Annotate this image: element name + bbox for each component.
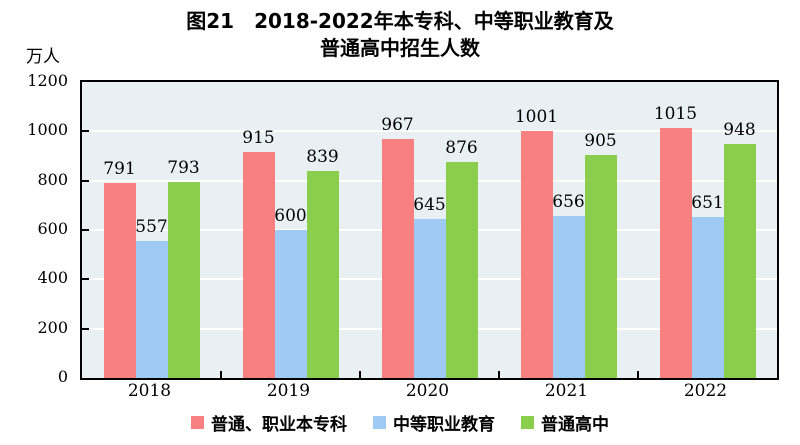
plot-area: 791 557 793 915 600 839 967 645 876 1001 656 905 101… [80,80,779,380]
bar-value-中等职业教育-2018: 557 [135,216,168,237]
gridline-800 [82,179,777,182]
legend-item-普通高中: 普通高中 [521,410,609,435]
bar-value-普通高中-2022: 948 [723,120,756,141]
y-tick-400 [82,278,89,281]
chart-title-line1: 图21 2018-2022年本专科、中等职业教育及 [186,9,614,33]
bar-中等职业教育-2022 [691,217,724,378]
bar-value-普通、职业本专科-2022: 1015 [653,103,698,124]
bar-普通、职业本专科-2022 [659,127,692,378]
bar-value-普通、职业本专科-2019: 915 [242,128,275,149]
bar-普通高中-2021 [584,154,617,378]
bar-value-中等职业教育-2019: 600 [274,206,307,226]
legend-label-普通、职业本专科: 普通、职业本专科 [211,415,347,435]
bar-value-普通高中-2020: 876 [445,137,478,158]
bar-中等职业教育-2018 [135,240,168,378]
x-axis-label-2018: 2018 [127,381,172,401]
y-axis-label-0: 0 [57,367,68,386]
y-axis-label-1200: 1200 [27,71,68,90]
bar-value-中等职业教育-2022: 651 [691,193,724,214]
x-axis-label-2022: 2022 [683,381,728,401]
x-tick-3 [498,371,500,378]
bar-普通高中-2019 [306,171,339,378]
x-tick-4 [637,371,639,378]
bar-中等职业教育-2019 [274,230,307,378]
legend-swatch-普通高中 [521,416,534,429]
bar-value-中等职业教育-2021: 656 [552,192,585,213]
bar-普通、职业本专科-2021 [520,131,553,378]
bar-普通、职业本专科-2019 [242,152,275,378]
y-tick-800 [82,179,89,182]
bar-value-普通高中-2019: 839 [306,147,339,168]
x-tick-1 [220,371,222,378]
legend-item-普通、职业本专科: 普通、职业本专科 [191,410,347,435]
y-axis-label-600: 600 [37,219,68,238]
x-axis-label-2019: 2019 [266,381,311,401]
legend: 普通、职业本专科 中等职业教育 普通高中 [0,410,800,435]
gridline-1000 [82,130,777,133]
bar-value-中等职业教育-2020: 645 [413,194,446,215]
bar-value-普通高中-2018: 793 [167,158,200,179]
y-axis-label-400: 400 [37,268,68,288]
bar-普通高中-2020 [445,161,478,378]
bar-中等职业教育-2020 [413,218,446,378]
legend-swatch-普通、职业本专科 [191,416,204,429]
bar-普通高中-2022 [723,144,756,378]
bar-value-普通、职业本专科-2020: 967 [381,115,414,136]
chart-title: 图21 2018-2022年本专科、中等职业教育及 普通高中招生人数 [0,8,800,62]
bar-value-普通高中-2021: 905 [584,130,617,151]
legend-swatch-中等职业教育 [373,416,386,429]
bar-value-普通、职业本专科-2021: 1001 [514,107,559,128]
legend-label-普通高中: 普通高中 [541,415,609,435]
bar-value-普通、职业本专科-2018: 791 [103,158,136,179]
bar-中等职业教育-2021 [552,216,585,378]
y-axis-unit-label: 万人 [26,47,60,67]
x-axis-label-2021: 2021 [544,381,589,401]
bar-普通高中-2018 [167,182,200,378]
legend-item-中等职业教育: 中等职业教育 [373,410,495,435]
y-tick-1000 [82,130,89,133]
x-axis-label-2020: 2020 [405,381,450,401]
legend-label-中等职业教育: 中等职业教育 [393,415,495,435]
bar-普通、职业本专科-2018 [103,182,136,378]
bar-普通、职业本专科-2020 [381,139,414,378]
y-axis-label-1000: 1000 [27,120,68,140]
x-tick-2 [359,371,361,378]
y-axis-label-200: 200 [37,317,68,337]
y-tick-600 [82,229,89,231]
y-tick-200 [82,327,89,330]
chart-title-line2: 普通高中招生人数 [320,36,480,60]
y-axis-label-800: 800 [37,169,68,189]
